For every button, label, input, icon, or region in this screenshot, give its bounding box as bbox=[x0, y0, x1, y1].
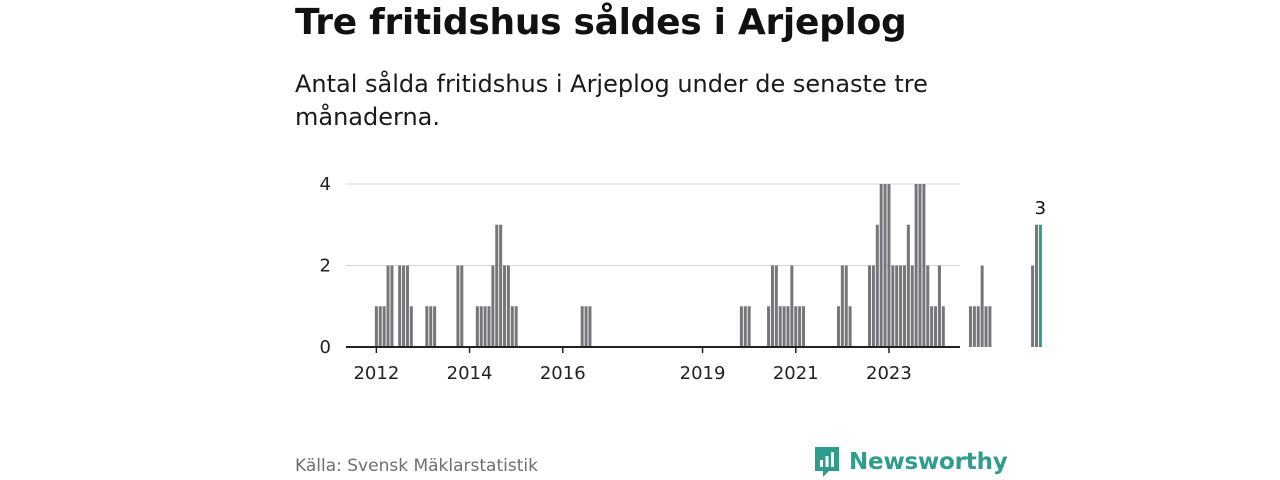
bar bbox=[980, 265, 984, 347]
y-tick-label: 2 bbox=[320, 256, 331, 277]
bar bbox=[976, 306, 980, 347]
bar bbox=[584, 306, 588, 347]
bar bbox=[1034, 224, 1038, 347]
bar bbox=[902, 265, 906, 347]
bar bbox=[514, 306, 518, 347]
x-tick-label: 2019 bbox=[680, 363, 726, 384]
bar bbox=[899, 265, 903, 347]
bar bbox=[386, 265, 390, 347]
bar bbox=[495, 224, 499, 347]
bar bbox=[848, 306, 852, 347]
bar bbox=[739, 306, 743, 347]
bar bbox=[887, 184, 891, 347]
bar bbox=[503, 265, 507, 347]
bar bbox=[895, 265, 899, 347]
bar bbox=[968, 306, 972, 347]
bars bbox=[374, 184, 1042, 347]
bar bbox=[405, 265, 409, 347]
x-tick-label: 2021 bbox=[773, 363, 819, 384]
bar bbox=[918, 184, 922, 347]
bar bbox=[794, 306, 798, 347]
bar bbox=[871, 265, 875, 347]
bar bbox=[914, 184, 918, 347]
x-tick-label: 2023 bbox=[866, 363, 912, 384]
bar bbox=[934, 306, 938, 347]
bar bbox=[840, 265, 844, 347]
newsworthy-logo-icon bbox=[815, 447, 839, 477]
bar bbox=[790, 265, 794, 347]
bar bbox=[926, 265, 930, 347]
bar bbox=[398, 265, 402, 347]
bar bbox=[767, 306, 771, 347]
bar bbox=[798, 306, 802, 347]
bar bbox=[770, 265, 774, 347]
bar bbox=[382, 306, 386, 347]
chart-title: Tre fritidshus såldes i Arjeplog bbox=[295, 2, 907, 43]
bar bbox=[774, 265, 778, 347]
bar bbox=[506, 265, 510, 347]
bar bbox=[460, 265, 464, 347]
bar bbox=[941, 306, 945, 347]
bar bbox=[875, 224, 879, 347]
bar bbox=[378, 306, 382, 347]
bar bbox=[879, 184, 883, 347]
bar bbox=[988, 306, 992, 347]
x-axis-ticks: 2012 2014 2016 2019 2021 2023 bbox=[353, 347, 912, 384]
highlight-value-label: 3 bbox=[1035, 198, 1046, 219]
bar bbox=[930, 306, 934, 347]
bar bbox=[937, 265, 941, 347]
bar bbox=[433, 306, 437, 347]
bar-chart: 0 2 4 2012 2014 2016 2019 2021 2023 3 bbox=[320, 174, 1047, 384]
bar bbox=[580, 306, 584, 347]
brand-name: Newsworthy bbox=[849, 449, 1008, 475]
bar bbox=[747, 306, 751, 347]
x-tick-label: 2012 bbox=[353, 363, 399, 384]
bar bbox=[374, 306, 378, 347]
bar bbox=[922, 184, 926, 347]
bar bbox=[786, 306, 790, 347]
bar bbox=[972, 306, 976, 347]
bar bbox=[891, 265, 895, 347]
bar bbox=[743, 306, 747, 347]
chart-subtitle: Antal sålda fritidshus i Arjeplog under … bbox=[295, 70, 928, 131]
x-tick-label: 2014 bbox=[447, 363, 493, 384]
x-tick-label: 2016 bbox=[540, 363, 586, 384]
bar bbox=[409, 306, 413, 347]
bar bbox=[479, 306, 483, 347]
bar bbox=[910, 265, 914, 347]
bar bbox=[883, 184, 887, 347]
bar bbox=[499, 224, 503, 347]
y-axis-ticks: 0 2 4 bbox=[320, 174, 331, 358]
bar bbox=[588, 306, 592, 347]
bar bbox=[984, 306, 988, 347]
bar bbox=[483, 306, 487, 347]
bar bbox=[906, 224, 910, 347]
gridlines bbox=[346, 183, 960, 266]
bar bbox=[778, 306, 782, 347]
bar bbox=[475, 306, 479, 347]
y-tick-label: 0 bbox=[320, 337, 331, 358]
bar bbox=[456, 265, 460, 347]
bar bbox=[782, 306, 786, 347]
source-note: Källa: Svensk Mäklarstatistik bbox=[295, 456, 538, 476]
bar bbox=[802, 306, 806, 347]
brand-logo: Newsworthy bbox=[813, 445, 1008, 479]
y-tick-label: 4 bbox=[320, 174, 331, 195]
bar bbox=[390, 265, 394, 347]
bar bbox=[491, 265, 495, 347]
bar bbox=[836, 306, 840, 347]
bar bbox=[402, 265, 406, 347]
bar bbox=[1031, 265, 1035, 347]
bar bbox=[425, 306, 429, 347]
bar bbox=[510, 306, 514, 347]
bar bbox=[487, 306, 491, 347]
bar-highlight bbox=[1038, 224, 1042, 347]
bar bbox=[868, 265, 872, 347]
bar bbox=[844, 265, 848, 347]
bar bbox=[429, 306, 433, 347]
